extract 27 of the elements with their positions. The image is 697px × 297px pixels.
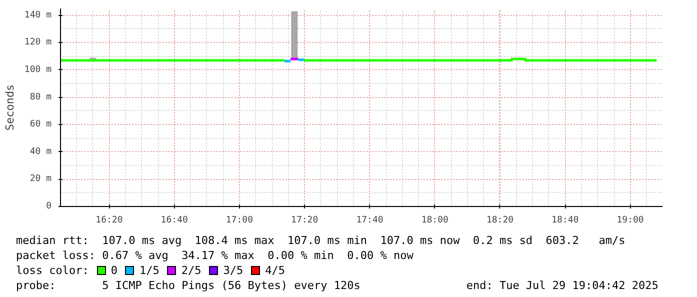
text: probe: 5 ICMP Echo Pings (56 Bytes) every 120s end: Tue Jul 29 19:04:42 2025 bbox=[16, 278, 658, 293]
y-tick-label: 0 bbox=[46, 202, 52, 212]
legend-label: 3/5 bbox=[223, 264, 244, 277]
x-tick-label: 19:00 bbox=[616, 216, 644, 226]
legend-label: 1/5 bbox=[139, 264, 160, 277]
legend-title: loss color: bbox=[16, 264, 89, 277]
y-tick-label: 80 m bbox=[30, 92, 52, 102]
x-tick-label: 16:40 bbox=[160, 216, 188, 226]
y-axis-title: Seconds bbox=[3, 84, 16, 131]
x-tick-label: 16:20 bbox=[96, 216, 123, 226]
text: packet loss: 0.67 % avg 34.17 % max 0.00 % min 0.00 % now bbox=[16, 248, 414, 263]
legend-label: 4/5 bbox=[265, 264, 285, 277]
y-tick-label: 120 m bbox=[24, 38, 52, 48]
y-tick-label: 40 m bbox=[30, 146, 52, 157]
legend-label: 2/5 bbox=[181, 264, 202, 277]
x-tick-label: 18:40 bbox=[552, 216, 579, 226]
x-tick-label: 17:40 bbox=[356, 216, 384, 226]
y-tick-label: 60 m bbox=[30, 120, 52, 130]
x-tick-label: 18:00 bbox=[421, 216, 448, 226]
x-tick-label: 17:00 bbox=[226, 216, 254, 226]
y-tick-label: 100 m bbox=[24, 64, 52, 75]
y-tick-label: 20 m bbox=[30, 174, 52, 184]
x-tick-label: 17:20 bbox=[291, 216, 318, 226]
text: median rtt: 107.0 ms avg 108.4 ms max 107.0 ms min 107.0 ms now 0.2 ms sd 603.2 am/s bbox=[16, 233, 626, 248]
legend-label: 0 bbox=[110, 264, 118, 277]
x-tick-label: 18:20 bbox=[486, 216, 514, 226]
y-tick-label: 140 m bbox=[24, 10, 52, 20]
